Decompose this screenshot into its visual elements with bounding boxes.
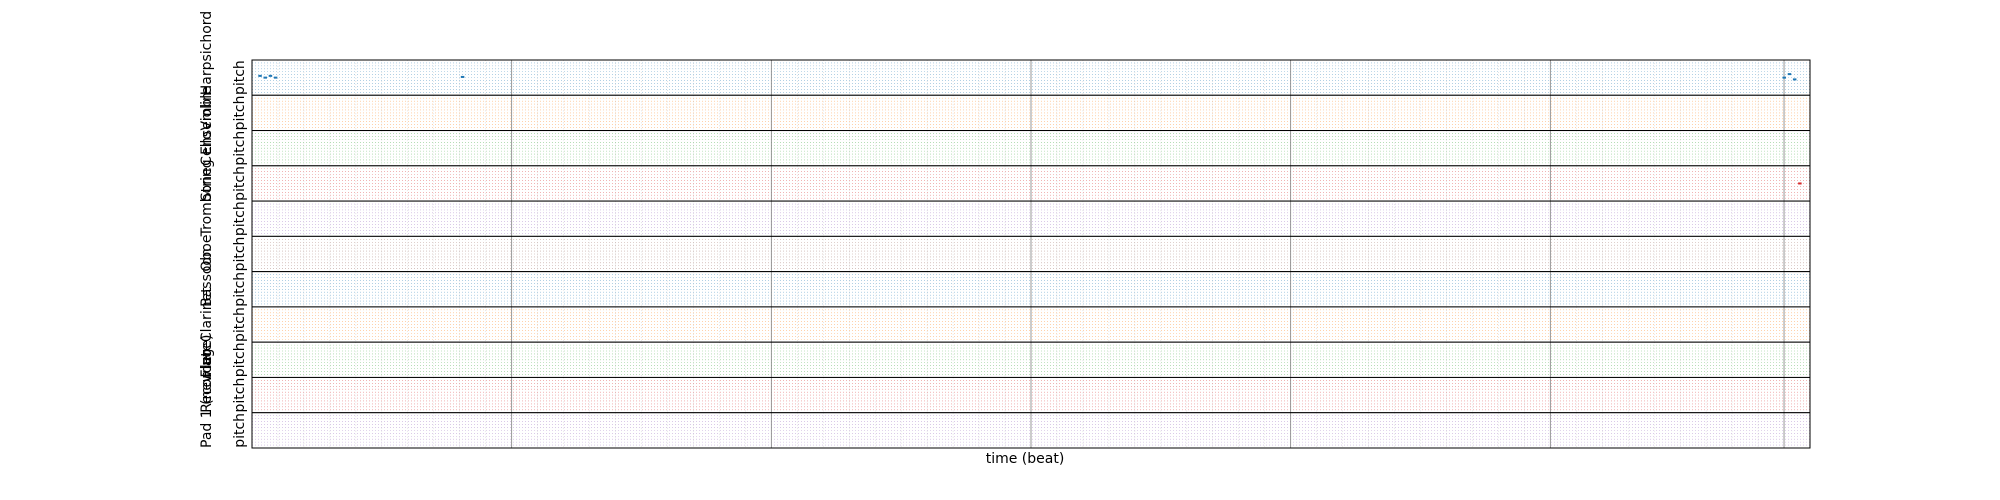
track-name-label: Oboe (199, 235, 215, 272)
track-name-label: Recorder (199, 350, 215, 413)
track-3: pitch String Ensemble (199, 86, 1811, 202)
y-axis-label: pitch (232, 237, 248, 272)
note (273, 76, 278, 79)
y-axis-label: pitch (232, 378, 248, 413)
track-7: pitch Clarinet (199, 287, 1811, 343)
y-axis-label: pitch (232, 413, 248, 448)
note (258, 74, 262, 77)
track-name-label: Violin (199, 92, 215, 130)
y-axis-label: pitch (232, 60, 248, 95)
track-0: pitch Harpsichord (199, 11, 1811, 96)
track-1: pitch Violin (199, 92, 1811, 132)
track-2: pitch Cello (199, 130, 1811, 167)
x-axis-label: time (beat) (986, 451, 1065, 467)
note (460, 75, 465, 78)
note (268, 74, 273, 77)
track-5: pitch Oboe (199, 235, 1811, 273)
track-name-label: Trombone (199, 167, 215, 237)
y-axis-label: pitch (232, 131, 248, 166)
y-axis-label: pitch (232, 272, 248, 307)
track-name-label: Cello (199, 131, 215, 166)
y-axis-label: pitch (232, 307, 248, 342)
y-axis-label: pitch (232, 166, 248, 201)
note (263, 76, 267, 79)
track-frame (251, 412, 1811, 449)
track-name-label: String Ensemble (199, 86, 215, 201)
note (1787, 73, 1792, 76)
y-axis-label: pitch (232, 95, 248, 130)
track-name-label: Harpsichord (199, 11, 215, 95)
note (1798, 182, 1802, 185)
y-axis-label: pitch (232, 342, 248, 377)
tracks-layer: pitchHarpsichordpitchViolinpitchCellopit… (199, 11, 1811, 449)
note (1782, 76, 1787, 79)
track-10: pitch Pad 1 (new age) (199, 335, 1811, 449)
track-name-label: Clarinet (199, 287, 215, 342)
track-6: pitch Bassoon (199, 248, 1811, 308)
track-name-label: Bassoon (199, 248, 215, 307)
track-name-label: Pad 1 (new age) (199, 335, 215, 448)
track-name-label: Flute (199, 343, 215, 378)
track-8: pitch Flute (199, 341, 1811, 378)
y-axis-label: pitch (232, 201, 248, 236)
note (1792, 78, 1797, 81)
track-9: pitch Recorder (199, 350, 1811, 414)
